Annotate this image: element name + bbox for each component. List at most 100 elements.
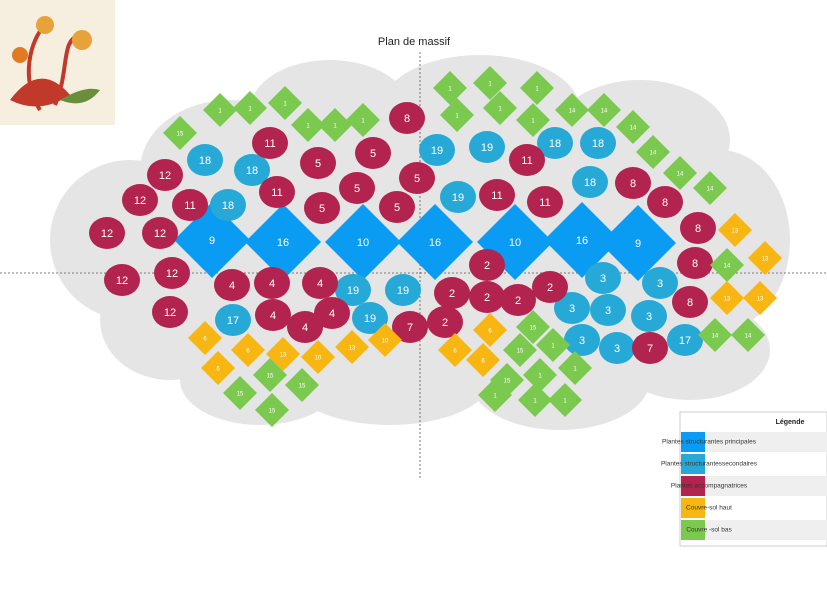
plant-label: 7 [647, 343, 653, 355]
secondary-plant-shape [440, 181, 476, 213]
low-groundcover-shape [478, 378, 512, 412]
low-groundcover-shape [203, 93, 237, 127]
companion-plant-shape [304, 192, 340, 224]
plant-label: 8 [404, 113, 410, 125]
plant-label: 10 [382, 339, 389, 345]
plant-label: 13 [280, 353, 287, 359]
secondary-plant-shape [210, 189, 246, 221]
plant-label: 4 [302, 322, 308, 334]
legend-row-bg [705, 476, 827, 496]
plant-label: 5 [315, 158, 321, 170]
plant-label: 1 [306, 124, 310, 130]
secondary-plant-shape [590, 294, 626, 326]
logo-illustration [0, 0, 115, 125]
secondary-plant-shape [554, 292, 590, 324]
companion-plant-shape [509, 144, 545, 176]
plant-label: 3 [605, 305, 611, 317]
legend-label: Couvre-sol haut [686, 505, 732, 512]
companion-plant-shape [122, 184, 158, 216]
plant-label: 17 [227, 315, 239, 327]
secondary-plant-shape [215, 304, 251, 336]
low-groundcover-shape [440, 98, 474, 132]
plant-label: 3 [657, 278, 663, 290]
plant-label: 16 [429, 237, 441, 249]
main-plant-shape [600, 205, 676, 281]
plant-label: 13 [757, 297, 764, 303]
secondary-plant-shape [352, 302, 388, 334]
plant-label: 3 [614, 343, 620, 355]
tall-groundcover-shape [473, 313, 507, 347]
low-groundcover-shape [346, 103, 380, 137]
legend-row-bg [705, 432, 827, 452]
plant-label: 14 [707, 187, 714, 193]
plant-label: 3 [600, 273, 606, 285]
companion-plant-shape [152, 296, 188, 328]
main-plant-shape [245, 204, 321, 280]
low-groundcover-shape [558, 351, 592, 385]
plant-label: 4 [229, 280, 235, 292]
secondary-plant-shape [234, 154, 270, 186]
plant-label: 10 [509, 237, 521, 249]
secondary-plant-shape [419, 134, 455, 166]
plant-label: 8 [687, 297, 693, 309]
plant-label: 19 [452, 192, 464, 204]
low-groundcover-shape [516, 310, 550, 344]
low-groundcover-shape [318, 108, 352, 142]
low-groundcover-shape [223, 376, 257, 410]
legend: Légende Plantes structurantes principale… [661, 411, 827, 547]
low-groundcover-shape [483, 91, 517, 125]
tall-groundcover-shape [231, 333, 265, 367]
low-groundcover-shape [616, 110, 650, 144]
plant-label: 12 [166, 268, 178, 280]
plant-label: 13 [762, 257, 769, 263]
plant-label: 1 [498, 107, 502, 113]
plant-label: 9 [209, 235, 215, 247]
companion-plant-shape [314, 297, 350, 329]
plant-label: 11 [491, 190, 502, 202]
companion-plant-shape [427, 306, 463, 338]
plant-label: 2 [449, 288, 455, 300]
plant-label: 14 [650, 151, 657, 157]
plant-label: 17 [679, 335, 691, 347]
tall-groundcover-shape [201, 351, 235, 385]
plant-label: 1 [533, 399, 537, 405]
companion-plant-shape [302, 267, 338, 299]
plant-label: 15 [269, 409, 276, 415]
plant-label: 1 [455, 114, 459, 120]
low-groundcover-shape [731, 318, 765, 352]
plant-label: 4 [317, 278, 323, 290]
companion-plant-shape [142, 217, 178, 249]
legend-label: Plantes structurantes principales [662, 439, 757, 446]
legend-swatch [681, 476, 705, 496]
plant-label: 10 [315, 356, 322, 362]
plant-label: 14 [745, 334, 752, 340]
plant-label: 19 [431, 145, 443, 157]
plant-label: 3 [646, 311, 652, 323]
plant-label: 15 [504, 379, 511, 385]
plant-label: 1 [531, 119, 535, 125]
companion-plant-shape [89, 217, 125, 249]
low-groundcover-shape [520, 71, 554, 105]
plant-label: 12 [101, 228, 113, 240]
companion-plant-shape [104, 264, 140, 296]
low-groundcover-shape [163, 116, 197, 150]
plant-label: 1 [283, 102, 287, 108]
plant-label: 13 [349, 346, 356, 352]
tall-groundcover-shape [718, 213, 752, 247]
secondary-plant-shape [667, 324, 703, 356]
low-groundcover-shape [433, 71, 467, 105]
plant-label: 3 [579, 335, 585, 347]
plant-label: 6 [203, 337, 207, 343]
plant-label: 12 [154, 228, 166, 240]
low-groundcover-shape [636, 135, 670, 169]
secondary-plant-shape [385, 274, 421, 306]
plant-label: 15 [517, 349, 524, 355]
plant-label: 2 [547, 282, 553, 294]
companion-plant-shape [259, 176, 295, 208]
companion-plant-shape [434, 277, 470, 309]
low-groundcover-shape [291, 108, 325, 142]
plant-label: 8 [695, 223, 701, 235]
companion-plant-shape [172, 189, 208, 221]
companion-plant-shape [287, 311, 323, 343]
